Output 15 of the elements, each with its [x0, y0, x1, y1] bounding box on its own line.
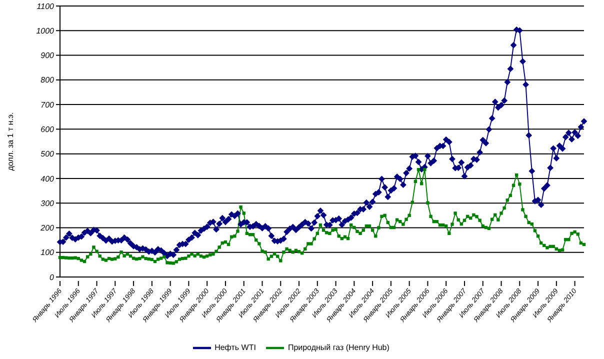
- y-tick-label: 900: [40, 51, 55, 60]
- y-tick-label: 700: [40, 100, 55, 110]
- y-axis-title: долл. за 1 т н.э.: [6, 112, 15, 171]
- y-tick-label: 300: [40, 198, 55, 208]
- y-tick-label: 200: [40, 224, 55, 233]
- legend-label: Природный газ (Henry Hub): [288, 343, 390, 352]
- y-tick-label: 0: [50, 272, 55, 282]
- y-tick-label: 1100: [36, 2, 55, 11]
- y-tick-label: 400: [40, 174, 55, 184]
- y-tick-label: 600: [40, 125, 55, 134]
- y-tick-label: 100: [40, 248, 55, 258]
- y-tick-label: 1000: [36, 26, 55, 36]
- legend-label: Нефть WTI: [214, 343, 256, 352]
- y-tick-label: 800: [40, 76, 55, 85]
- y-tick-label: 500: [40, 150, 55, 159]
